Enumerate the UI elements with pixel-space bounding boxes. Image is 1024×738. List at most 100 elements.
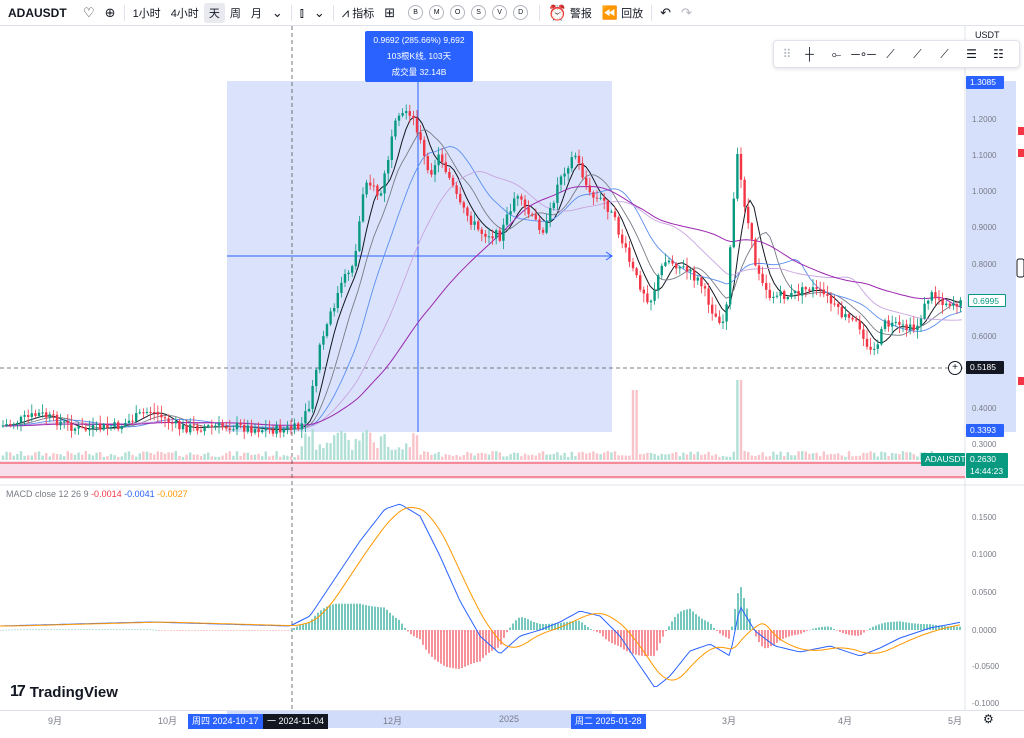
macd-histogram-bar	[266, 630, 268, 631]
timeframe-week[interactable]: 周	[229, 7, 241, 20]
macd-histogram-bar	[941, 625, 943, 630]
chevron-down-icon[interactable]: ⌄	[313, 4, 325, 20]
candle-body	[808, 289, 811, 291]
undo-icon[interactable]: ↶	[660, 4, 672, 20]
price-chart[interactable]	[0, 26, 1024, 710]
candle-body	[606, 200, 609, 212]
scroll-marker[interactable]	[1016, 258, 1024, 278]
circle-button-o[interactable]: O	[450, 5, 466, 20]
macd-histogram-bar	[695, 614, 697, 630]
circle-button-m[interactable]: M	[429, 5, 445, 20]
volume-bar	[365, 430, 368, 460]
candle-body	[617, 217, 620, 235]
candle-body	[81, 426, 84, 428]
macd-histogram-bar	[227, 630, 229, 631]
macd-histogram-bar	[56, 629, 58, 631]
candle-body	[527, 207, 530, 215]
candle-body	[541, 229, 545, 233]
circle-button-s[interactable]: S	[471, 5, 487, 20]
moving-average-line	[2, 185, 963, 427]
chevron-down-icon[interactable]: ⌄	[271, 4, 283, 20]
volume-bar	[145, 451, 149, 460]
macd-histogram-bar	[395, 617, 397, 630]
macd-histogram-bar	[464, 630, 466, 667]
add-alert-icon[interactable]: +	[948, 361, 962, 375]
crosshair-tool-icon[interactable]: ┼	[805, 47, 814, 61]
macd-histogram-bar	[17, 629, 19, 631]
candle-body	[55, 414, 59, 426]
volume-bar	[70, 453, 73, 460]
candle-body	[343, 274, 347, 283]
volume-bar	[847, 451, 851, 460]
candle-body	[307, 408, 311, 412]
circle-button-b[interactable]: B	[408, 5, 424, 20]
symbol-search[interactable]: ADAUSDT	[8, 5, 67, 20]
macd-histogram-bar	[122, 629, 124, 631]
candle-body	[646, 293, 649, 303]
candles-icon[interactable]: ⫾	[299, 4, 304, 20]
timeframe-month[interactable]: 月	[250, 7, 262, 20]
macd-histogram-bar	[212, 630, 214, 631]
range-start-date: 周四 2024-10-17	[188, 714, 263, 729]
macd-histogram-bar	[893, 621, 895, 630]
macd-legend[interactable]: MACD close 12 26 9 -0.0014 -0.0041 -0.00…	[6, 489, 188, 499]
price-tick: 0.6000	[972, 332, 997, 341]
circle-button-d[interactable]: D	[513, 5, 529, 20]
macd-histogram-bar	[593, 630, 595, 631]
volume-bar	[412, 433, 415, 460]
time-axis[interactable]: 9月 10月 周四 2024-10-17 一 2024-11-04 12月 20…	[0, 710, 1024, 729]
favorite-icon[interactable]: ♡	[83, 4, 95, 20]
horizontal-line-icon[interactable]: ─∘─	[851, 47, 876, 61]
compare-add-icon[interactable]: ⊕	[104, 4, 116, 20]
candle-body	[189, 424, 192, 433]
volume-bar	[268, 456, 271, 460]
macd-histogram-bar	[872, 626, 874, 630]
timeframe-day[interactable]: 天	[203, 2, 225, 23]
replay-label: 回放	[621, 7, 644, 20]
replay-button[interactable]: ⏪ 回放	[597, 0, 648, 26]
indicators-button[interactable]: ⩘ 指标	[337, 0, 379, 26]
candle-body	[441, 154, 444, 163]
candle-body	[516, 196, 519, 199]
volume-bar	[297, 455, 300, 460]
redo-icon[interactable]: ↷	[681, 4, 692, 20]
regression-channel-icon[interactable]: ☷	[993, 47, 1004, 61]
candle-body	[178, 420, 181, 430]
extended-line-icon[interactable]: ⟋	[913, 46, 922, 61]
volume-bar	[689, 451, 692, 460]
candle-body	[235, 423, 239, 430]
horizontal-ray-icon[interactable]: ⟜	[831, 46, 842, 61]
timeframe-4h[interactable]: 4小时	[170, 7, 199, 20]
macd-histogram-bar	[428, 630, 430, 654]
volume-bar	[711, 455, 714, 460]
candle-body	[635, 268, 638, 276]
drawing-toolbar: ⠿ ┼ ⟜ ─∘─ ⟋ ⟋ ⟋ ☰ ☷	[773, 40, 1020, 68]
parallel-channel-icon[interactable]: ☰	[966, 47, 977, 61]
info-line-icon[interactable]: ⟋	[940, 46, 949, 61]
volume-bar	[732, 451, 735, 460]
volume-bar	[858, 455, 861, 460]
candle-body	[653, 290, 656, 301]
macd-histogram-bar	[26, 629, 28, 631]
trend-line-icon[interactable]: ⟋	[886, 46, 895, 61]
volume-bar	[703, 454, 707, 460]
volume-bar	[199, 456, 203, 460]
candle-body	[772, 296, 775, 298]
drag-handle-icon[interactable]: ⠿	[782, 47, 792, 61]
macd-histogram-bar	[917, 623, 919, 630]
macd-histogram-bar	[605, 630, 607, 640]
volume-bar	[138, 453, 141, 460]
candle-body	[761, 273, 764, 284]
candle-body	[37, 412, 41, 416]
candle-body	[221, 422, 224, 427]
macd-histogram-bar	[701, 618, 703, 630]
gear-icon[interactable]: ⚙	[983, 712, 994, 726]
alert-button[interactable]: ⏰ 警报	[543, 0, 597, 26]
timeframe-1h[interactable]: 1小时	[132, 7, 161, 20]
circle-button-v[interactable]: V	[492, 5, 508, 20]
candle-body	[448, 171, 451, 178]
layouts-icon[interactable]: ⊞	[384, 4, 396, 20]
volume-bar	[772, 451, 775, 460]
volume-bar	[775, 454, 779, 460]
tradingview-logo[interactable]: 17 TradingView	[10, 683, 118, 701]
